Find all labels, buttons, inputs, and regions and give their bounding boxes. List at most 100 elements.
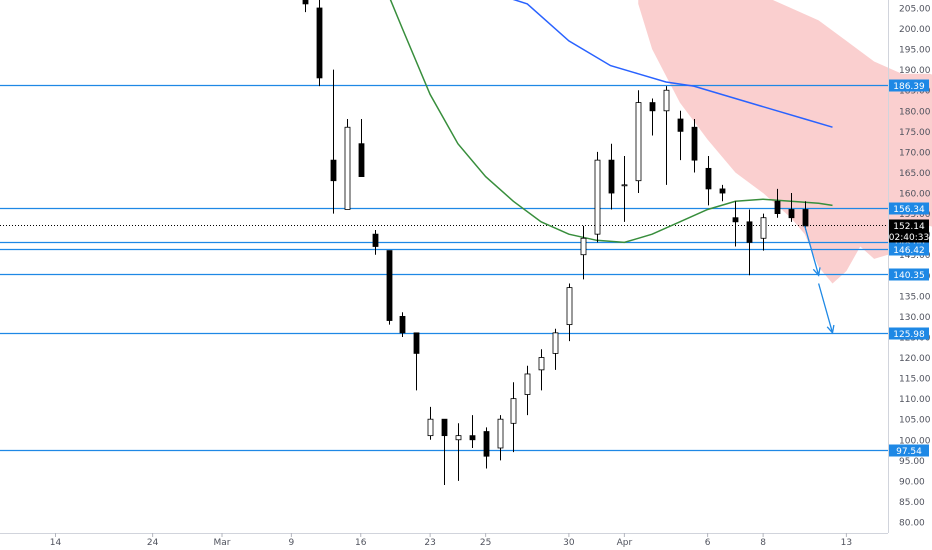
price-tick-label: 155.00 (899, 210, 931, 220)
candle[interactable] (788, 193, 795, 222)
projection-arrow-layer (804, 225, 835, 335)
level-label: 97.54 (889, 444, 929, 457)
candle[interactable] (455, 423, 462, 481)
price-tick-label: 85.00 (899, 498, 925, 508)
projection-arrow-shaft (804, 225, 820, 276)
candle-body (663, 89, 670, 112)
price-tick-label: 110.00 (899, 395, 931, 405)
candle[interactable] (316, 0, 323, 87)
candle[interactable] (399, 312, 406, 337)
candle-body (399, 315, 406, 334)
time-axis[interactable]: 14 24 Mar 9 16 23 25 30 Apr 6 8 13 (50, 533, 852, 548)
level-label: 186.39 (889, 79, 929, 92)
candle[interactable] (344, 119, 351, 210)
candle[interactable] (594, 151, 601, 243)
current-price-bg (889, 219, 929, 243)
level-label-text: 140.35 (893, 271, 925, 281)
candle[interactable] (552, 328, 559, 370)
moving-average-line[interactable] (500, 0, 833, 128)
candle[interactable] (746, 209, 753, 276)
candle[interactable] (524, 365, 531, 416)
candle[interactable] (497, 415, 504, 461)
candle[interactable] (719, 184, 726, 202)
projection-arrow[interactable] (817, 283, 835, 335)
candle[interactable] (441, 418, 448, 485)
candle-body (788, 209, 795, 219)
candle-body (344, 126, 351, 210)
candle-body (732, 217, 739, 223)
candle[interactable] (469, 415, 476, 448)
candle[interactable] (510, 382, 517, 453)
candle-body (372, 233, 379, 247)
candle-layer (302, 0, 809, 485)
price-tick-label: 170.00 (899, 148, 931, 158)
candle[interactable] (580, 225, 587, 280)
price-tick-label: 185.00 (899, 87, 931, 97)
candle[interactable] (663, 86, 670, 185)
candle[interactable] (608, 143, 615, 210)
candle[interactable] (427, 406, 434, 440)
candle[interactable] (649, 98, 656, 136)
moving-average-layer (375, 0, 833, 244)
price-tick-label: 160.00 (899, 190, 931, 200)
price-tick-label: 130.00 (899, 313, 931, 323)
projection-arrow-head (826, 324, 835, 335)
candle-body (802, 209, 809, 227)
candle-body (594, 159, 601, 235)
time-tick-label: 14 (50, 538, 62, 548)
candle[interactable] (358, 119, 365, 177)
candle-body (330, 159, 337, 182)
candle-body (621, 184, 628, 187)
candle-body (552, 332, 559, 354)
candle[interactable] (538, 349, 545, 391)
time-tick-label: 24 (147, 538, 159, 548)
price-tick-label: 105.00 (899, 416, 931, 426)
time-tick-label: Apr (617, 538, 633, 548)
price-tick-label: 205.00 (899, 5, 931, 15)
candle[interactable] (691, 119, 698, 173)
price-tick-label: 115.00 (899, 375, 931, 385)
candle-body (427, 418, 434, 437)
price-tick-label: 120.00 (899, 354, 931, 364)
candle[interactable] (386, 250, 393, 325)
level-label-text: 186.39 (893, 82, 925, 92)
candle[interactable] (677, 110, 684, 161)
candle-body (691, 126, 698, 161)
levels-layer (0, 84, 888, 452)
price-tick-label: 165.00 (899, 169, 931, 179)
candle[interactable] (372, 230, 379, 255)
candle-body (635, 102, 642, 182)
candle-body (705, 167, 712, 190)
current-price-text: 152.14 (893, 222, 925, 232)
level-label-text: 146.42 (893, 246, 925, 256)
candle[interactable] (566, 283, 573, 342)
projection-arrow[interactable] (804, 225, 821, 277)
candle[interactable] (621, 156, 628, 222)
candle[interactable] (732, 201, 739, 247)
candle-body (774, 200, 781, 215)
price-axis[interactable]: 80.00 85.00 90.00 95.00 100.00 105.00 110.00 11… (899, 5, 931, 529)
level-label-bg (889, 268, 929, 281)
moving-average-line[interactable] (375, 0, 833, 244)
price-tick-label: 100.00 (899, 436, 931, 446)
candle[interactable] (483, 427, 490, 469)
level-label-bg (889, 444, 929, 457)
price-tick-label: 175.00 (899, 128, 931, 138)
candle-body (302, 0, 309, 5)
candle[interactable] (705, 156, 712, 206)
candle[interactable] (330, 69, 337, 214)
candle[interactable] (774, 188, 781, 218)
time-tick-label: 6 (705, 538, 711, 548)
candle[interactable] (302, 0, 309, 13)
candle-body (524, 373, 531, 395)
candle[interactable] (760, 213, 767, 251)
time-tick-label: 8 (760, 538, 766, 548)
level-label-bg (889, 79, 929, 92)
candle[interactable] (802, 201, 809, 231)
candle[interactable] (635, 90, 642, 194)
level-label-text: 97.54 (896, 447, 922, 457)
candle[interactable] (413, 332, 420, 391)
